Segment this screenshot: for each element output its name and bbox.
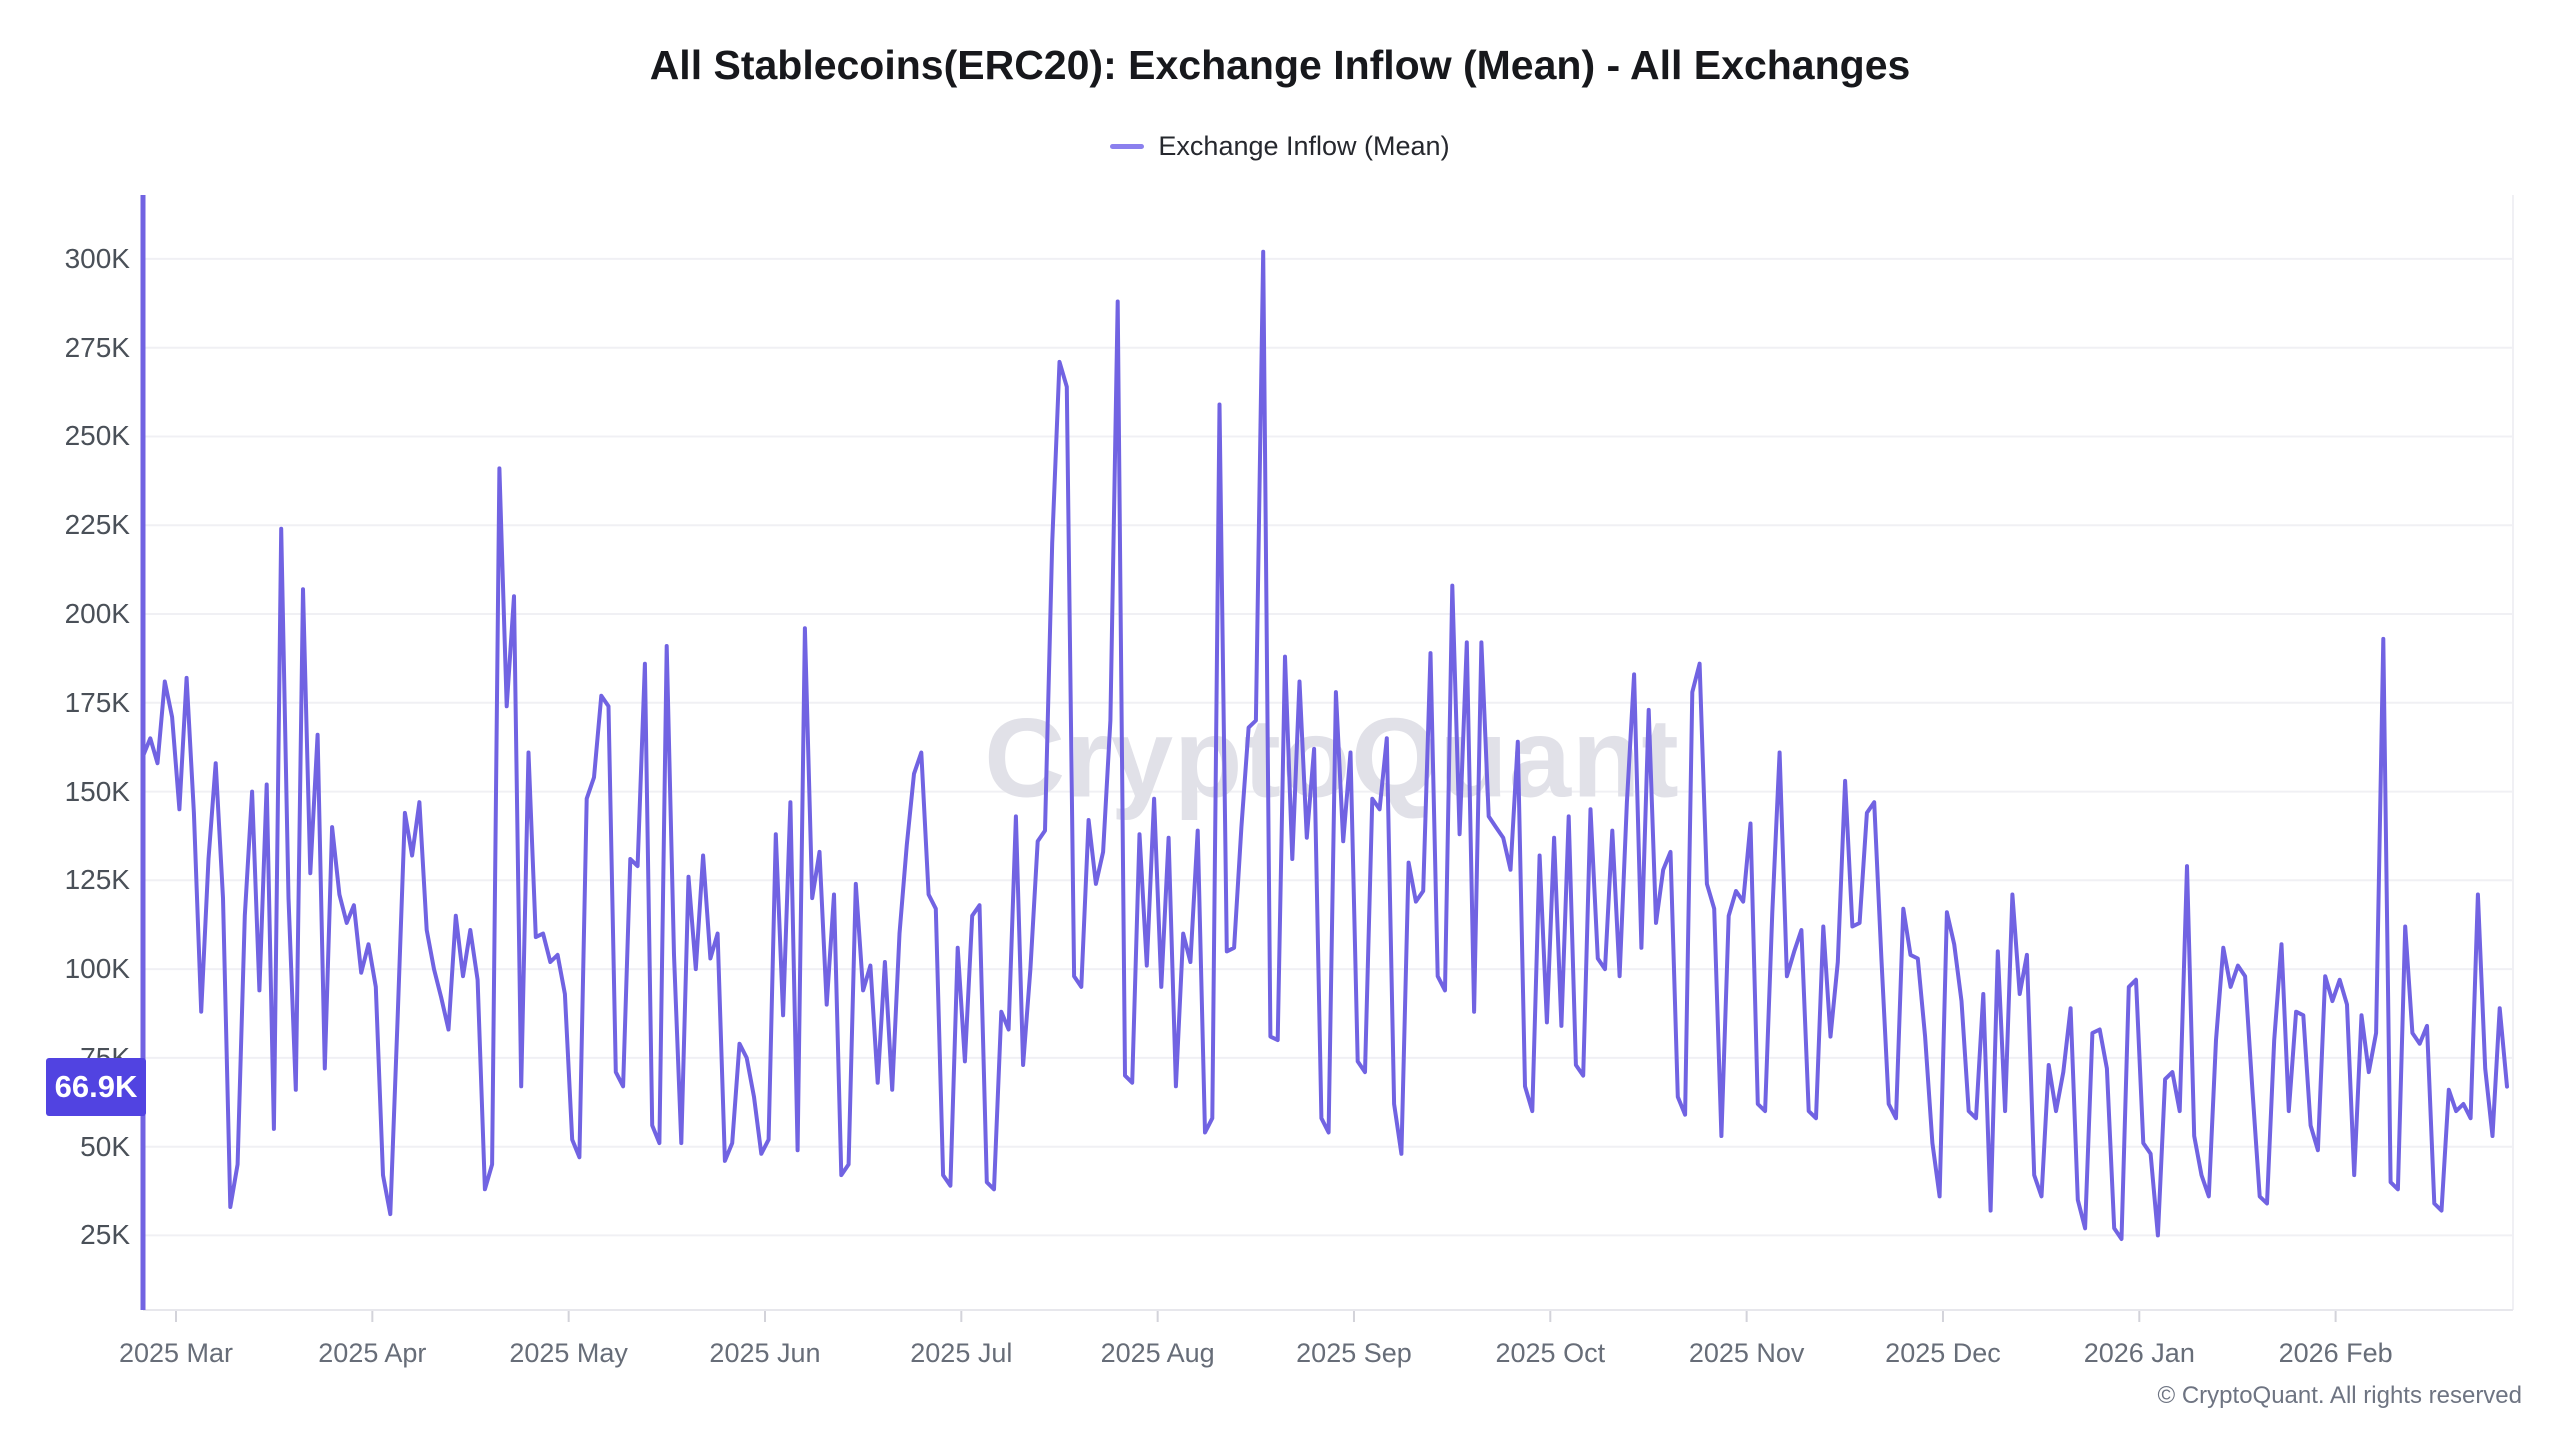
x-axis-label-2025-may: 2025 May <box>509 1338 628 1368</box>
y-axis-label-200K: 200K <box>64 598 130 629</box>
x-axis-label-2026-jan: 2026 Jan <box>2083 1338 2195 1368</box>
y-axis-label-275K: 275K <box>64 331 130 363</box>
x-axis-label-2025-oct: 2025 Oct <box>1495 1338 1606 1368</box>
y-axis-label-100K: 100K <box>64 953 130 985</box>
latest-value-badge: 66.9K <box>46 1057 146 1116</box>
legend[interactable]: Exchange Inflow (Mean) <box>0 126 2560 166</box>
y-axis-label-250K: 250K <box>64 420 130 452</box>
y-axis-label-225K: 225K <box>64 509 130 541</box>
x-axis-label-2025-jun: 2025 Jun <box>709 1338 821 1368</box>
x-axis-label-2025-nov: 2025 Nov <box>1688 1338 1805 1368</box>
y-axis-label-300K: 300K <box>64 242 130 274</box>
x-axis-label-2026-feb: 2026 Feb <box>2278 1338 2393 1368</box>
legend-line-swatch-icon <box>1110 143 1145 149</box>
y-axis-label-175K: 175K <box>64 686 130 718</box>
x-axis-label-2025-sep: 2025 Sep <box>1296 1338 1412 1368</box>
chart-title: All Stablecoins(ERC20): Exchange Inflow … <box>649 42 1911 88</box>
legend-label: Exchange Inflow (Mean) <box>1158 130 1450 161</box>
copyright-text: © CryptoQuant. All rights reserved <box>2157 1382 2523 1409</box>
y-axis-label-50K: 50K <box>80 1130 130 1162</box>
x-axis-label-2025-mar: 2025 Mar <box>118 1338 234 1368</box>
y-axis-label-150K: 150K <box>64 775 130 807</box>
x-axis-label-2025-aug: 2025 Aug <box>1100 1338 1215 1368</box>
y-axis-label-125K: 125K <box>64 864 130 896</box>
x-axis-label-2025-dec: 2025 Dec <box>1885 1338 2001 1368</box>
y-axis-label-25K: 25K <box>80 1219 130 1251</box>
x-axis-label-2025-jul: 2025 Jul <box>910 1338 1013 1368</box>
cryptoquant-watermark: CryptoQuant <box>984 695 1680 821</box>
x-axis-label-2025-apr: 2025 Apr <box>318 1338 427 1368</box>
